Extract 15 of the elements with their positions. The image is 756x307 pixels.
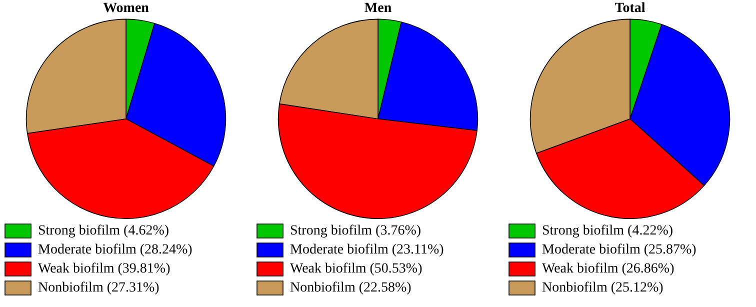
legend-label: Weak biofilm (39.81%)	[38, 262, 171, 277]
chart-title: Women	[103, 1, 150, 16]
legend-label: Strong biofilm (4.22%)	[542, 224, 674, 239]
legend-label: Strong biofilm (3.76%)	[290, 224, 422, 239]
legend-label: Weak biofilm (26.86%)	[542, 262, 675, 277]
legend-label: Moderate biofilm (28.24%)	[38, 242, 193, 258]
legend-label: Nonbiofilm (22.58%)	[290, 280, 412, 296]
legend-label: Moderate biofilm (25.87%)	[542, 242, 697, 258]
legend-label: Moderate biofilm (23.11%)	[290, 242, 444, 258]
legend-label: Nonbiofilm (25.12%)	[542, 280, 664, 296]
chart-title: Total	[614, 1, 646, 16]
chart-title: Men	[364, 1, 392, 16]
legend-label: Nonbiofilm (27.31%)	[38, 280, 160, 296]
legend-label: Weak biofilm (50.53%)	[290, 262, 423, 277]
legend-label: Strong biofilm (4.62%)	[38, 224, 170, 239]
